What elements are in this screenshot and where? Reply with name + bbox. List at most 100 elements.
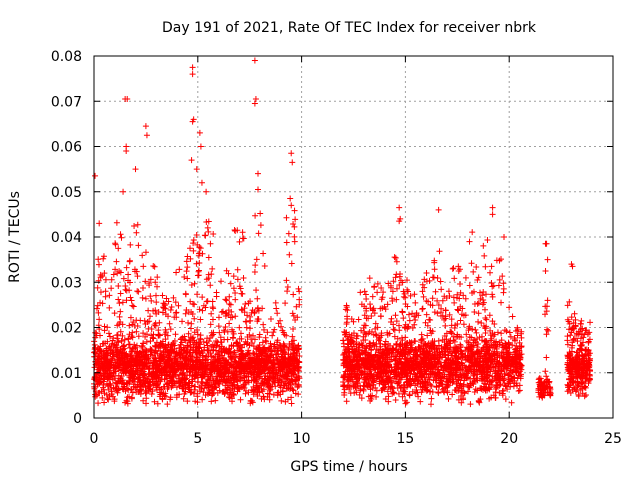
data-point: [420, 305, 426, 311]
data-point: [191, 301, 197, 307]
data-point: [438, 286, 444, 292]
data-point: [118, 291, 124, 297]
data-point: [292, 208, 298, 214]
data-point: [230, 335, 236, 341]
data-point: [232, 313, 238, 319]
data-point: [357, 289, 363, 295]
data-point: [192, 281, 198, 287]
data-point: [291, 224, 297, 230]
data-point: [106, 305, 112, 311]
data-point: [212, 398, 218, 404]
data-point: [476, 274, 482, 280]
data-point: [362, 288, 368, 294]
data-point: [214, 293, 220, 299]
data-point: [118, 231, 124, 237]
data-point: [149, 391, 155, 397]
data-point: [475, 319, 481, 325]
data-point: [125, 271, 131, 277]
data-point: [436, 248, 442, 254]
data-point: [183, 291, 189, 297]
data-point: [154, 274, 160, 280]
data-point: [399, 308, 405, 314]
data-point: [168, 326, 174, 332]
data-point: [478, 320, 484, 326]
data-point: [421, 294, 427, 300]
data-point: [517, 387, 523, 393]
data-point: [286, 252, 292, 258]
data-point: [389, 295, 395, 301]
data-point: [260, 322, 266, 328]
data-point: [159, 292, 165, 298]
data-point: [236, 239, 242, 245]
data-point: [435, 275, 441, 281]
data-point: [567, 332, 573, 338]
data-point: [249, 310, 255, 316]
data-point: [290, 326, 296, 332]
data-point: [140, 295, 146, 301]
data-point: [411, 322, 417, 328]
data-point: [140, 263, 146, 269]
data-point: [210, 299, 216, 305]
data-point: [181, 274, 187, 280]
data-point: [198, 245, 204, 251]
data-point: [269, 333, 275, 339]
data-point: [509, 400, 515, 406]
data-point: [273, 300, 279, 306]
data-point: [277, 318, 283, 324]
data-point: [481, 253, 487, 259]
data-point: [412, 317, 418, 323]
data-point: [282, 300, 288, 306]
data-point: [356, 316, 362, 322]
data-point: [457, 281, 463, 287]
data-point: [232, 297, 238, 303]
data-point: [216, 323, 222, 329]
data-point: [467, 401, 473, 407]
data-point: [473, 330, 479, 336]
data-point: [224, 297, 230, 303]
data-point: [231, 273, 237, 279]
data-point: [184, 275, 190, 281]
data-point: [226, 321, 232, 327]
data-point: [440, 298, 446, 304]
data-point: [451, 275, 457, 281]
data-point: [95, 285, 101, 291]
data-point: [396, 327, 402, 333]
data-point: [472, 301, 478, 307]
data-point: [228, 302, 234, 308]
data-point: [193, 261, 199, 267]
data-point: [199, 308, 205, 314]
data-point: [102, 324, 108, 330]
data-point: [205, 225, 211, 231]
data-point: [218, 278, 224, 284]
data-point: [106, 292, 112, 298]
data-point: [236, 325, 242, 331]
data-point: [431, 274, 437, 280]
data-point: [498, 256, 504, 262]
data-point: [428, 396, 434, 402]
data-point: [184, 264, 190, 270]
data-point: [96, 316, 102, 322]
data-point: [107, 334, 113, 340]
data-point: [346, 378, 352, 384]
data-point: [235, 276, 241, 282]
data-point: [161, 305, 167, 311]
data-point: [428, 401, 434, 407]
data-point: [369, 392, 375, 398]
data-point: [471, 309, 477, 315]
data-point: [448, 329, 454, 335]
data-point: [241, 235, 247, 241]
data-point: [498, 300, 504, 306]
data-point: [430, 295, 436, 301]
data-point: [419, 332, 425, 338]
data-point: [92, 342, 98, 348]
data-point: [484, 237, 490, 243]
data-point: [242, 301, 248, 307]
data-point: [410, 325, 416, 331]
data-point: [129, 303, 135, 309]
data-point: [432, 266, 438, 272]
data-point: [98, 289, 104, 295]
data-point: [480, 243, 486, 249]
data-point: [228, 281, 234, 287]
data-point: [458, 317, 464, 323]
